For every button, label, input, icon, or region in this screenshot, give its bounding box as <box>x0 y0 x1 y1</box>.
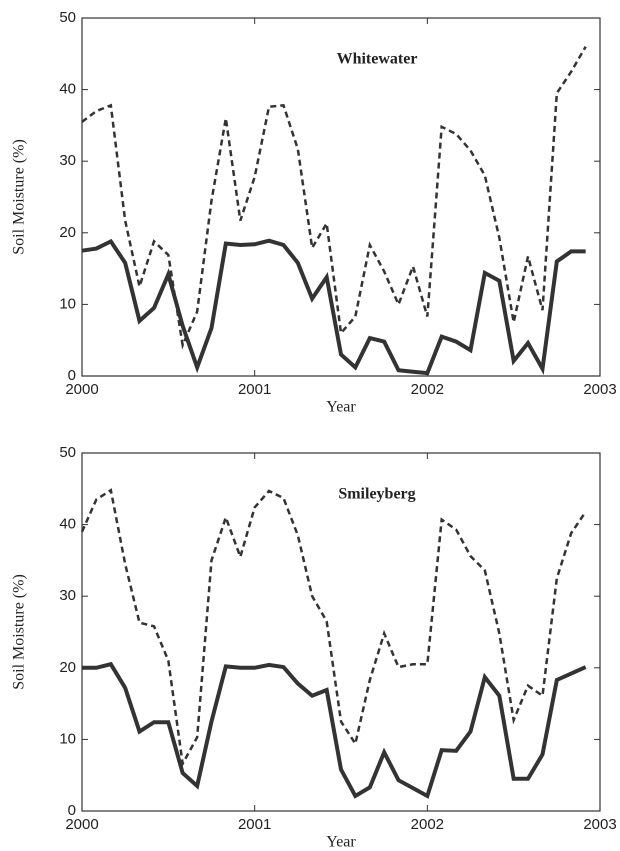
y-tick-label: 20 <box>59 224 76 241</box>
x-tick-label: 2000 <box>65 381 98 398</box>
y-tick-label: 30 <box>59 152 76 169</box>
y-tick-label: 10 <box>59 295 76 312</box>
chart-title: Whitewater <box>337 51 418 68</box>
y-tick-label: 30 <box>59 587 76 604</box>
data-line <box>80 488 587 768</box>
y-tick-label: 20 <box>59 659 76 676</box>
x-tick-label: 2000 <box>65 816 98 833</box>
data-line <box>82 661 587 799</box>
x-axis-label: Year <box>326 834 356 851</box>
plot-frame <box>81 17 601 377</box>
x-tick-label: 2002 <box>411 816 444 833</box>
y-axis-label: Soil Moisture (%) <box>11 574 28 690</box>
data-line <box>81 238 586 376</box>
x-tick-label: 2001 <box>238 816 271 833</box>
x-axis-label: Year <box>326 399 356 416</box>
y-tick-label: 10 <box>59 730 76 747</box>
x-tick-label: 2001 <box>238 381 271 398</box>
y-tick-label: 0 <box>68 367 76 384</box>
y-tick-label: 40 <box>59 81 76 98</box>
y-tick-label: 50 <box>59 9 76 26</box>
y-tick-label: 50 <box>59 444 76 461</box>
y-axis-label: Soil Moisture (%) <box>11 139 28 255</box>
x-tick-label: 2003 <box>583 816 616 833</box>
x-tick-label: 2002 <box>411 381 444 398</box>
data-line <box>81 46 587 350</box>
y-tick-label: 0 <box>68 802 76 819</box>
y-tick-label: 40 <box>59 516 76 533</box>
plot-frame <box>81 452 601 812</box>
x-tick-label: 2003 <box>583 381 616 398</box>
chart-title: Smileyberg <box>338 486 415 503</box>
